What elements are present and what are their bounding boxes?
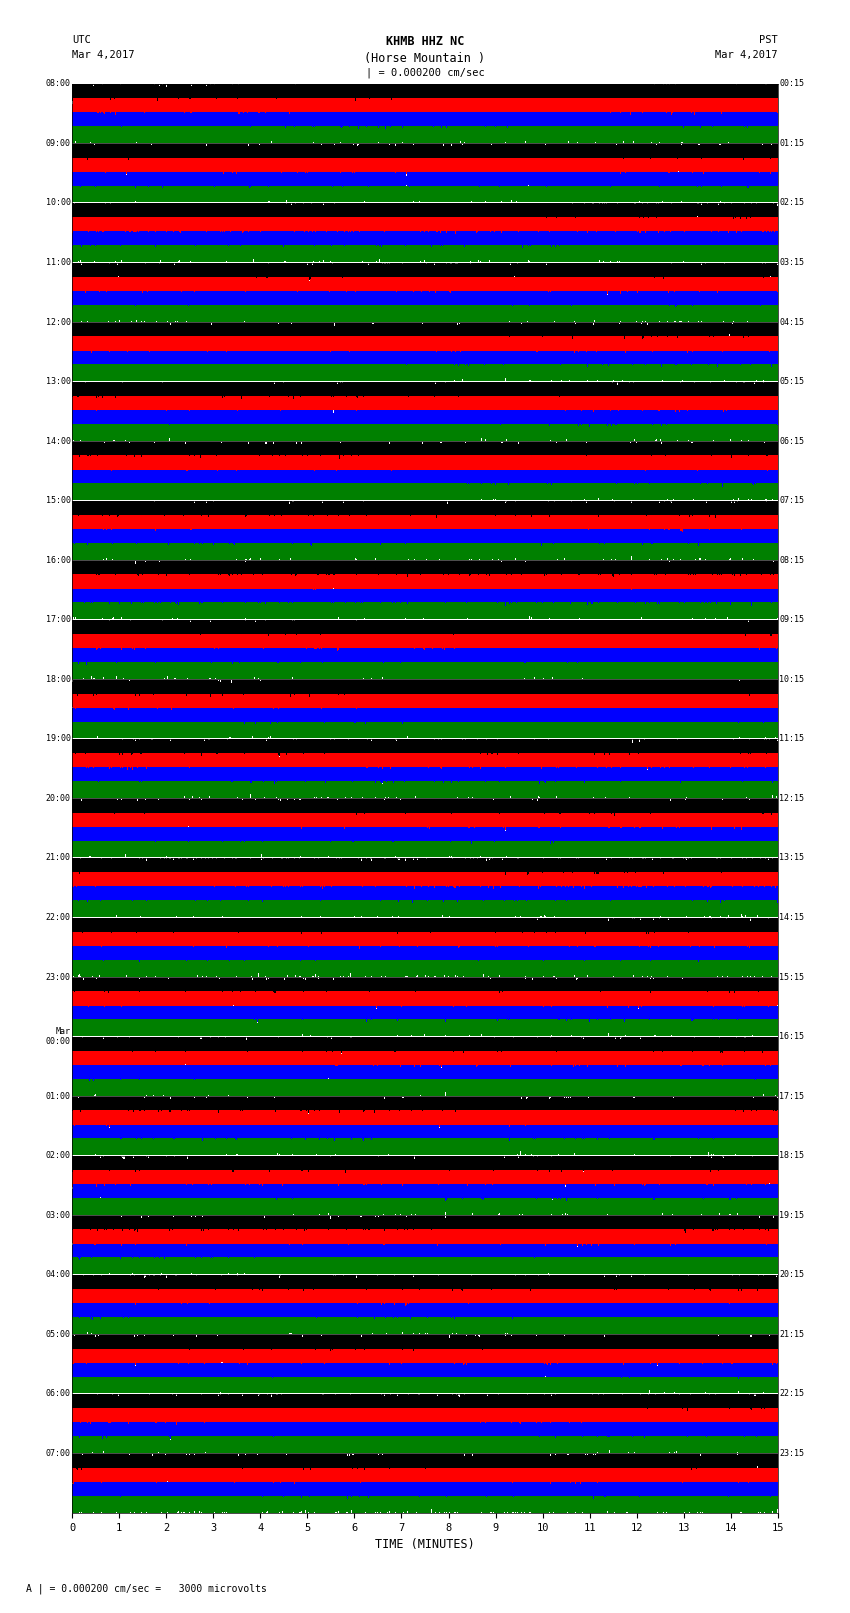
Text: 00:15: 00:15 — [779, 79, 804, 89]
Text: Mar 4,2017: Mar 4,2017 — [72, 50, 135, 60]
Text: 07:00: 07:00 — [46, 1448, 71, 1458]
Text: 16:15: 16:15 — [779, 1032, 804, 1040]
Text: 09:15: 09:15 — [779, 615, 804, 624]
Text: 17:00: 17:00 — [46, 615, 71, 624]
Text: 10:00: 10:00 — [46, 198, 71, 208]
Text: 08:00: 08:00 — [46, 79, 71, 89]
Text: KHMB HHZ NC: KHMB HHZ NC — [386, 35, 464, 48]
Text: 13:00: 13:00 — [46, 377, 71, 386]
Text: 01:00: 01:00 — [46, 1092, 71, 1100]
Text: 15:00: 15:00 — [46, 497, 71, 505]
Text: UTC: UTC — [72, 35, 91, 45]
Text: 03:00: 03:00 — [46, 1211, 71, 1219]
Text: 05:15: 05:15 — [779, 377, 804, 386]
Text: 02:15: 02:15 — [779, 198, 804, 208]
Text: 14:00: 14:00 — [46, 437, 71, 445]
Text: 23:15: 23:15 — [779, 1448, 804, 1458]
Text: 22:00: 22:00 — [46, 913, 71, 923]
Text: PST: PST — [759, 35, 778, 45]
Text: Mar
00:00: Mar 00:00 — [46, 1027, 71, 1047]
Text: 06:15: 06:15 — [779, 437, 804, 445]
Text: 15:15: 15:15 — [779, 973, 804, 982]
Text: 11:00: 11:00 — [46, 258, 71, 268]
Text: 13:15: 13:15 — [779, 853, 804, 863]
Text: 01:15: 01:15 — [779, 139, 804, 148]
Text: 09:00: 09:00 — [46, 139, 71, 148]
Text: 07:15: 07:15 — [779, 497, 804, 505]
Text: 17:15: 17:15 — [779, 1092, 804, 1100]
Text: Mar 4,2017: Mar 4,2017 — [715, 50, 778, 60]
Text: (Horse Mountain ): (Horse Mountain ) — [365, 52, 485, 65]
Text: 19:00: 19:00 — [46, 734, 71, 744]
Text: 04:00: 04:00 — [46, 1271, 71, 1279]
Text: 12:00: 12:00 — [46, 318, 71, 326]
Text: 14:15: 14:15 — [779, 913, 804, 923]
Text: 08:15: 08:15 — [779, 556, 804, 565]
Text: 23:00: 23:00 — [46, 973, 71, 982]
Text: 11:15: 11:15 — [779, 734, 804, 744]
Text: 19:15: 19:15 — [779, 1211, 804, 1219]
Text: 20:00: 20:00 — [46, 794, 71, 803]
Text: 10:15: 10:15 — [779, 674, 804, 684]
Text: 21:15: 21:15 — [779, 1329, 804, 1339]
X-axis label: TIME (MINUTES): TIME (MINUTES) — [375, 1539, 475, 1552]
Text: 22:15: 22:15 — [779, 1389, 804, 1398]
Text: 16:00: 16:00 — [46, 556, 71, 565]
Text: 04:15: 04:15 — [779, 318, 804, 326]
Text: 03:15: 03:15 — [779, 258, 804, 268]
Text: 18:15: 18:15 — [779, 1152, 804, 1160]
Text: 20:15: 20:15 — [779, 1271, 804, 1279]
Text: 02:00: 02:00 — [46, 1152, 71, 1160]
Text: A | = 0.000200 cm/sec =   3000 microvolts: A | = 0.000200 cm/sec = 3000 microvolts — [26, 1582, 266, 1594]
Text: | = 0.000200 cm/sec: | = 0.000200 cm/sec — [366, 68, 484, 79]
Text: 21:00: 21:00 — [46, 853, 71, 863]
Text: 05:00: 05:00 — [46, 1329, 71, 1339]
Text: 12:15: 12:15 — [779, 794, 804, 803]
Text: 06:00: 06:00 — [46, 1389, 71, 1398]
Text: 18:00: 18:00 — [46, 674, 71, 684]
